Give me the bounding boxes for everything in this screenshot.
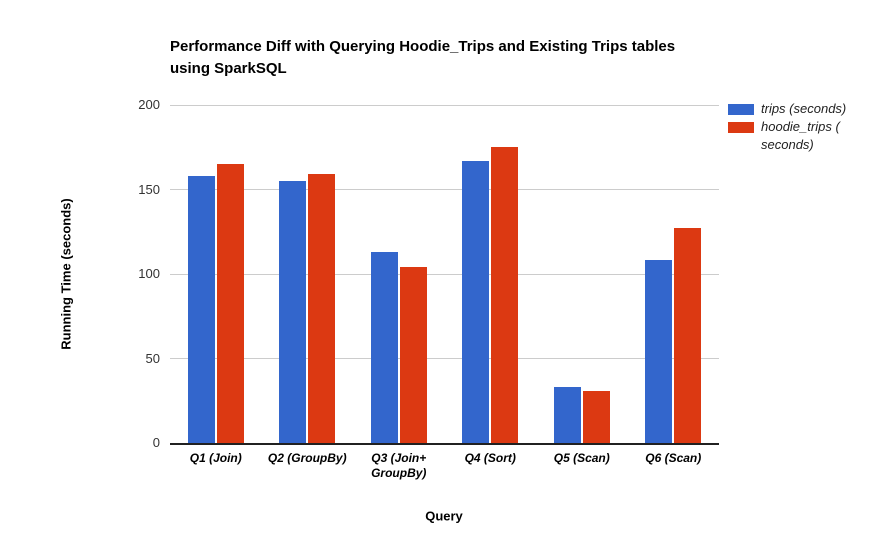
x-tick-label-q5: Q5 (Scan) [553,451,610,465]
bar-hoodie-trips-q6[interactable] [674,228,702,443]
bar-trips-q3[interactable] [370,252,398,443]
legend-swatch-hoodie-trips [728,122,754,133]
bar-hoodie-trips-q5[interactable] [582,390,610,443]
x-axis-baseline [170,443,719,445]
bar-hoodie-trips-q4[interactable] [491,147,519,443]
y-tick-label-150: 150 [138,181,160,197]
bar-hoodie-trips-q3[interactable] [399,267,427,443]
x-tick-label-q1: Q1 (Join) [189,451,242,465]
bar-hoodie-trips-q1[interactable] [216,164,244,443]
x-tick-label-q4: Q4 (Sort) [464,451,516,465]
gridline-150 [170,189,719,190]
bar-trips-q6[interactable] [645,260,673,443]
bar-trips-q2[interactable] [279,181,307,443]
legend-label-hoodie-trips: hoodie_trips ( seconds) [761,119,840,152]
y-tick-label-50: 50 [145,350,160,366]
legend-swatch-trips [728,104,754,115]
y-axis-title: Running Time (seconds) [58,198,74,350]
y-tick-label-0: 0 [152,435,160,450]
y-tick-label-100: 100 [138,266,160,281]
y-tick-label-200: 200 [138,97,160,112]
x-tick-label-q2: Q2 (GroupBy) [267,451,347,465]
x-tick-label-q3: Q3 (Join+ GroupBy) [371,451,427,480]
gridline-50 [170,358,719,359]
bar-trips-q5[interactable] [553,387,581,443]
legend-label-trips: trips (seconds) [761,101,847,116]
legend-item-trips[interactable]: trips (seconds) [728,100,878,118]
chart-title: Performance Diff with Querying Hoodie_Tr… [170,38,676,77]
x-axis-title: Query [425,508,463,524]
bar-trips-q1[interactable] [187,175,215,443]
plot-area [170,104,719,445]
x-tick-label-q6: Q6 (Scan) [645,451,702,465]
gridline-200 [170,104,719,106]
legend-item-hoodie-trips[interactable]: hoodie_trips ( seconds) [728,118,878,154]
bar-hoodie-trips-q2[interactable] [308,174,336,443]
gridline-100 [170,273,719,275]
legend: trips (seconds) hoodie_trips ( seconds) [728,100,878,154]
bar-trips-q4[interactable] [462,160,490,443]
